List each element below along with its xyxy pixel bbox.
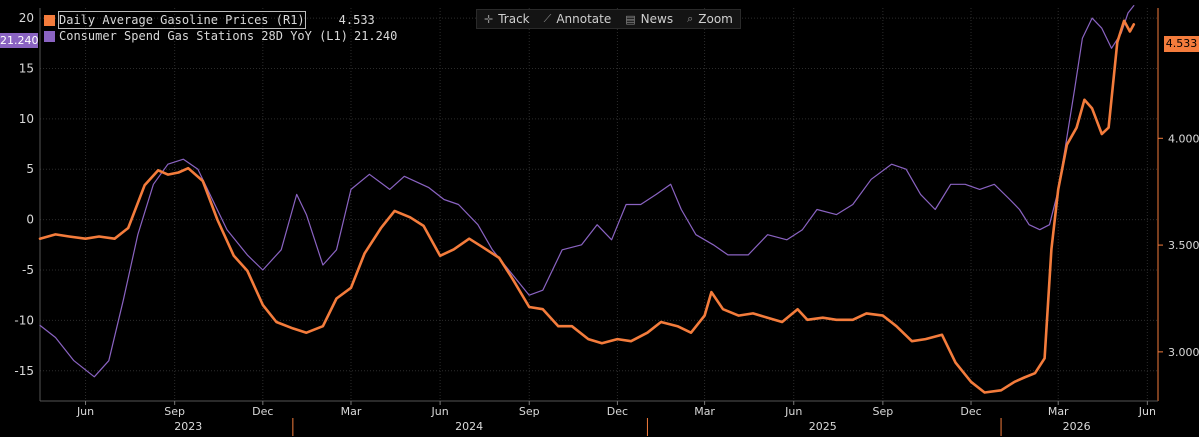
x-year-label: 2026 — [1063, 420, 1091, 433]
pen-icon: ⟋ — [543, 12, 552, 25]
right-last-value-tag: 4.533 — [1164, 36, 1199, 52]
legend-value-spend: 21.240 — [353, 29, 398, 43]
y-right-tick-label: 3.500 — [1168, 239, 1199, 252]
x-tick-label: Jun — [431, 405, 449, 418]
y-left-tick-label: 10 — [19, 112, 34, 126]
axes: 20 15 10 5 0 -5 -10 -15 4.000 3.500 3.000 Jun Sep Dec… — [14, 8, 1199, 436]
y-right-tick-label: 4.000 — [1168, 132, 1199, 145]
x-tick-label: Mar — [341, 405, 362, 418]
x-tick-label: Mar — [1048, 405, 1069, 418]
series-layer — [38, 4, 1136, 394]
track-button[interactable]: ✛ Track — [477, 10, 537, 28]
x-tick-label: Jun — [1138, 405, 1156, 418]
annotate-button[interactable]: ⟋ Annotate — [537, 10, 619, 28]
x-year-label: 2023 — [174, 420, 202, 433]
legend-entry-spend[interactable]: Consumer Spend Gas Stations 28D YoY (L1)… — [44, 28, 397, 44]
zoom-label: Zoom — [698, 12, 733, 26]
magnifier-icon: ⌕ — [687, 12, 694, 25]
y-left-tick-label: 15 — [19, 61, 34, 75]
legend-label-spend: Consumer Spend Gas Stations 28D YoY (L1) — [59, 29, 348, 43]
y-left-tick-label: 20 — [19, 11, 34, 25]
series-line-gasoline — [38, 19, 1136, 394]
track-label: Track — [498, 12, 530, 26]
x-tick-label: Dec — [252, 405, 273, 418]
y-left-tick-label: -5 — [22, 263, 34, 277]
x-tick-label: Sep — [164, 405, 185, 418]
left-last-value-tag: 21.240 — [0, 33, 39, 48]
x-tick-label: Sep — [872, 405, 893, 418]
y-left-tick-label: -15 — [14, 364, 34, 378]
y-left-tick-label: -10 — [14, 313, 34, 327]
series-line-spend — [39, 4, 1135, 378]
legend-label-gasoline: Daily Average Gasoline Prices (R1) — [58, 11, 306, 29]
x-tick-label: Mar — [694, 405, 715, 418]
legend-entry-gasoline[interactable]: Daily Average Gasoline Prices (R1) 4.533 — [44, 11, 397, 29]
y-right-tick-label: 3.000 — [1168, 346, 1199, 359]
y-left-tick-label: 5 — [26, 162, 34, 176]
zoom-button[interactable]: ⌕ Zoom — [680, 10, 740, 28]
y-left-tick-label: 0 — [26, 213, 34, 227]
gridlines — [40, 8, 1158, 401]
x-tick-label: Jun — [76, 405, 94, 418]
legend: Daily Average Gasoline Prices (R1) 4.533… — [44, 11, 397, 44]
annotate-label: Annotate — [556, 12, 612, 26]
news-label: News — [640, 12, 674, 26]
x-year-label: 2024 — [455, 420, 483, 433]
news-icon: ▤ — [625, 12, 636, 26]
x-tick-label: Sep — [519, 405, 540, 418]
crosshair-icon: ✛ — [484, 12, 494, 26]
legend-swatch-gasoline — [44, 14, 55, 26]
x-year-label: 2025 — [809, 420, 837, 433]
legend-swatch-spend — [44, 30, 55, 42]
chart-toolbar: ✛ Track ⟋ Annotate ▤ News ⌕ Zoom — [476, 9, 741, 29]
x-tick-label: Dec — [607, 405, 628, 418]
news-button[interactable]: ▤ News — [618, 10, 680, 28]
legend-value-gasoline: 4.533 — [338, 13, 375, 27]
x-tick-label: Jun — [784, 405, 802, 418]
x-tick-label: Dec — [960, 405, 981, 418]
